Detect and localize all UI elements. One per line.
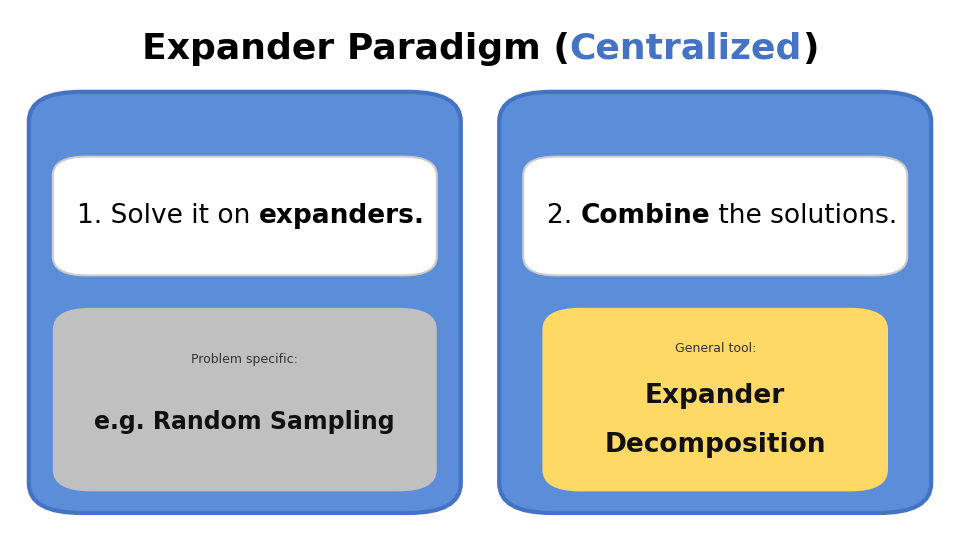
Text: Centralized: Centralized	[569, 32, 802, 65]
FancyBboxPatch shape	[29, 92, 461, 513]
Text: Expander Paradigm (: Expander Paradigm (	[142, 32, 569, 65]
Text: 1. Solve it on: 1. Solve it on	[77, 203, 258, 229]
Text: the solutions.: the solutions.	[710, 203, 898, 229]
Text: General tool:: General tool:	[675, 342, 756, 355]
FancyBboxPatch shape	[53, 308, 437, 491]
Text: Decomposition: Decomposition	[605, 433, 826, 458]
Text: expanders.: expanders.	[258, 203, 424, 229]
Text: e.g. Random Sampling: e.g. Random Sampling	[94, 410, 396, 434]
Text: 2.: 2.	[547, 203, 581, 229]
FancyBboxPatch shape	[542, 308, 888, 491]
Text: Combine: Combine	[581, 203, 710, 229]
Text: Problem specific:: Problem specific:	[191, 353, 299, 366]
Text: Expander: Expander	[645, 383, 785, 409]
FancyBboxPatch shape	[499, 92, 931, 513]
Text: ): )	[802, 32, 818, 65]
FancyBboxPatch shape	[53, 157, 437, 275]
FancyBboxPatch shape	[523, 157, 907, 275]
